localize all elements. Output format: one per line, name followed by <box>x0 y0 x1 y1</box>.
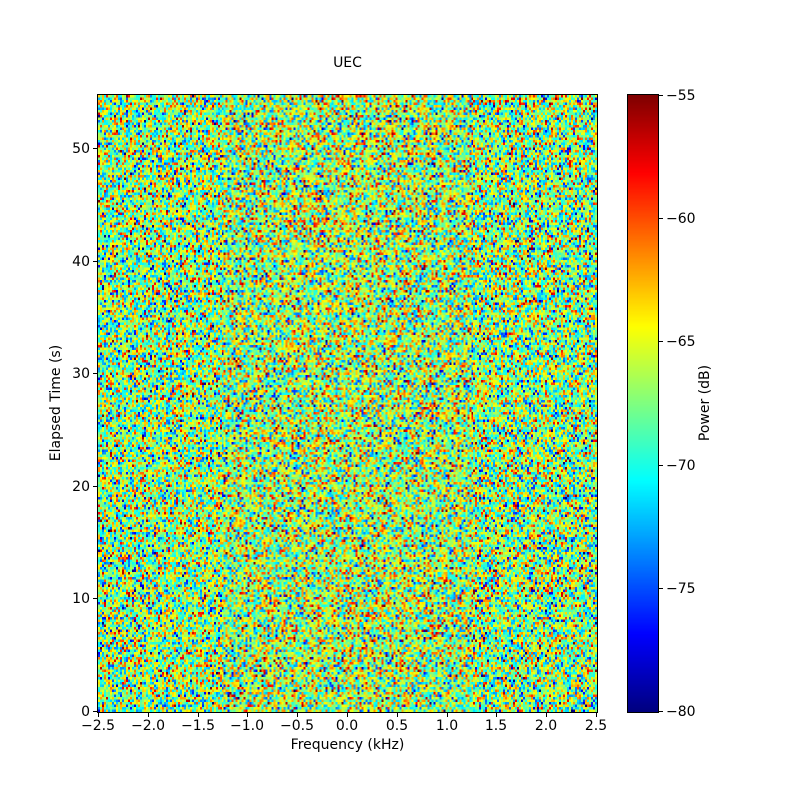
colorbar-tick-mark <box>659 95 663 96</box>
x-tick-label: 2.0 <box>534 718 558 734</box>
y-tick-label: 30 <box>72 366 90 382</box>
y-axis-label: Elapsed Time (s) <box>48 344 64 462</box>
y-tick-mark <box>93 261 97 262</box>
colorbar-tick-label: −60 <box>666 211 696 227</box>
x-tick-label: −2.5 <box>81 718 115 734</box>
colorbar-tick-mark <box>659 341 663 342</box>
y-tick-label: 20 <box>72 479 90 495</box>
x-tick-label: 1.0 <box>435 718 459 734</box>
y-tick-mark <box>93 486 97 487</box>
plot-area <box>97 94 598 713</box>
x-axis-label: Frequency (kHz) <box>290 737 405 753</box>
y-tick-mark <box>93 373 97 374</box>
x-tick-label: 2.5 <box>584 718 608 734</box>
x-tick-mark <box>198 713 199 717</box>
colorbar-tick-mark <box>659 465 663 466</box>
x-tick-mark <box>397 713 398 717</box>
colorbar <box>627 94 659 713</box>
y-tick-label: 10 <box>72 591 90 607</box>
colorbar-tick-label: −80 <box>666 704 696 720</box>
y-tick-label: 0 <box>81 704 90 720</box>
colorbar-tick-label: −70 <box>666 458 696 474</box>
colorbar-tick-label: −65 <box>666 334 696 350</box>
colorbar-tick-label: −75 <box>666 581 696 597</box>
plot-title: UEC <box>333 55 362 71</box>
x-tick-mark <box>447 713 448 717</box>
x-tick-label: −1.5 <box>181 718 215 734</box>
x-tick-label: −1.0 <box>230 718 264 734</box>
colorbar-tick-mark <box>659 588 663 589</box>
x-tick-mark <box>98 713 99 717</box>
y-tick-mark <box>93 148 97 149</box>
x-tick-label: −0.5 <box>280 718 314 734</box>
colorbar-tick-label: −55 <box>666 88 696 104</box>
x-tick-mark <box>546 713 547 717</box>
x-tick-label: 0.5 <box>385 718 409 734</box>
y-tick-label: 40 <box>72 254 90 270</box>
colorbar-tick-mark <box>659 711 663 712</box>
x-tick-mark <box>297 713 298 717</box>
y-tick-mark <box>93 598 97 599</box>
colorbar-canvas <box>628 95 658 712</box>
y-tick-mark <box>93 711 97 712</box>
y-tick-label: 50 <box>72 141 90 157</box>
x-tick-label: 0.0 <box>335 718 359 734</box>
x-tick-label: 1.5 <box>484 718 508 734</box>
colorbar-tick-mark <box>659 218 663 219</box>
x-tick-mark <box>148 713 149 717</box>
spectrogram-canvas <box>98 95 597 712</box>
x-tick-mark <box>247 713 248 717</box>
x-tick-mark <box>596 713 597 717</box>
x-tick-mark <box>496 713 497 717</box>
x-tick-mark <box>347 713 348 717</box>
colorbar-label: Power (dB) <box>697 364 713 442</box>
x-tick-label: −2.0 <box>131 718 165 734</box>
